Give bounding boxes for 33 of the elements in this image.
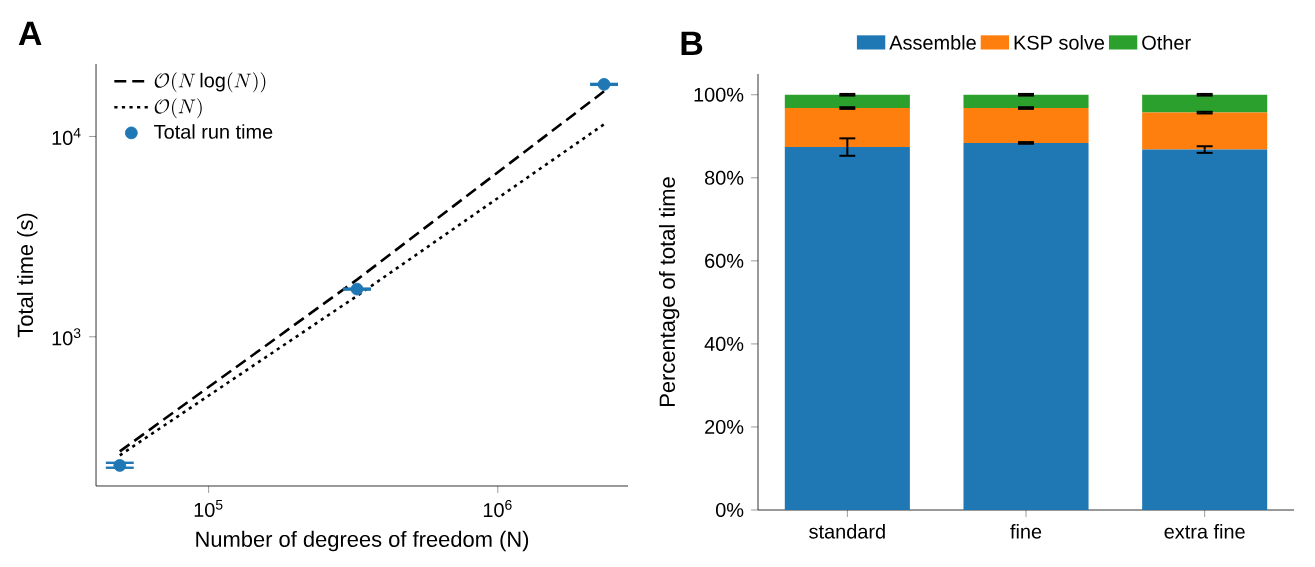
y-axis-title: Percentage of total time bbox=[658, 177, 680, 406]
legend-label: KSP solve bbox=[1014, 35, 1105, 50]
y-tick-label: 0% bbox=[715, 502, 744, 518]
x-tick-label: extra fine bbox=[1164, 524, 1245, 539]
bar bbox=[1142, 149, 1268, 510]
x-axis-title: Number of degrees of freedom (N) bbox=[196, 530, 529, 552]
y-tick-label: 10$^{4}$ bbox=[52, 127, 81, 145]
y-tick-label: 20% bbox=[705, 419, 744, 434]
y-axis-title: Total time (s) bbox=[16, 213, 38, 338]
bar bbox=[1142, 94, 1268, 113]
chart-title: A bbox=[18, 21, 42, 45]
y-tick-label: 100% bbox=[694, 87, 744, 102]
bar bbox=[963, 108, 1089, 143]
y-tick-label: 10$^{3}$ bbox=[52, 328, 81, 346]
bar bbox=[1142, 112, 1268, 150]
bar bbox=[963, 94, 1089, 109]
legend-label: Total run time bbox=[154, 124, 273, 139]
chart-title: B bbox=[681, 31, 703, 55]
bar bbox=[784, 108, 910, 148]
legend-label: $\mathcal{O}(N)$ bbox=[154, 98, 202, 119]
y-tick-label: 80% bbox=[704, 170, 744, 185]
x-tick-label: fine bbox=[1010, 524, 1042, 539]
x-tick-label: 10$^{6}$ bbox=[483, 499, 512, 518]
x-tick-label: 10$^{5}$ bbox=[194, 499, 223, 517]
legend-label: Assemble bbox=[889, 35, 976, 50]
bar bbox=[784, 94, 910, 109]
bar bbox=[784, 147, 910, 510]
y-tick-label: 60% bbox=[705, 253, 744, 268]
legend-label: Other bbox=[1142, 35, 1191, 50]
legend-label: $\mathcal{O}(N\log(N))$ bbox=[154, 72, 266, 93]
y-tick-label: 40% bbox=[704, 336, 744, 351]
bar bbox=[963, 142, 1089, 510]
x-tick-label: standard bbox=[809, 524, 885, 539]
